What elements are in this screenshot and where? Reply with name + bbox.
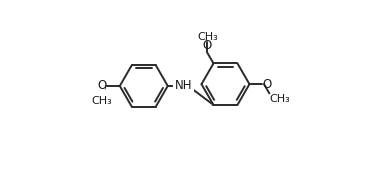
Text: CH₃: CH₃ (197, 32, 217, 42)
Text: O: O (262, 78, 272, 91)
Text: NH: NH (175, 79, 192, 92)
Text: CH₃: CH₃ (270, 94, 291, 104)
Text: CH₃: CH₃ (91, 96, 112, 106)
Text: O: O (203, 39, 212, 52)
Text: O: O (98, 79, 107, 92)
